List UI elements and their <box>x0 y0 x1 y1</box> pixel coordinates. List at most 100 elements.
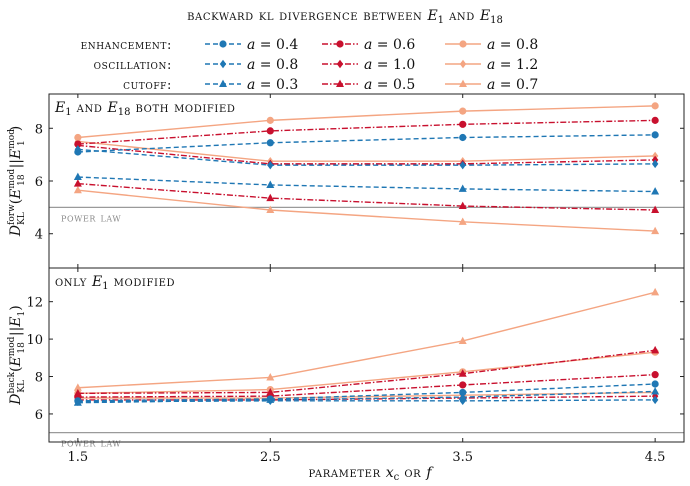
data-point <box>459 388 467 397</box>
panels: power law 4 6 8 E1 and E18 both modified Dfor… <box>7 93 685 465</box>
legend-label: a = 0.8 <box>247 57 298 73</box>
legend-entry: a = 0.8 <box>205 57 298 73</box>
data-point <box>651 131 659 139</box>
data-point <box>266 388 275 396</box>
series-line <box>77 148 656 166</box>
chart-title-prefix: backward kl divergence between <box>187 8 427 24</box>
legend-marker <box>336 59 344 69</box>
legend-row-label: cutoff: <box>123 78 172 93</box>
data-point <box>267 160 274 170</box>
series-line <box>77 119 656 145</box>
y-tick-label: 6 <box>35 408 43 423</box>
data-point <box>458 184 467 192</box>
data-point <box>459 160 466 170</box>
legend-entry: a = 0.5 <box>322 77 415 93</box>
legend-label: a = 1.2 <box>487 57 538 73</box>
data-point <box>266 395 275 403</box>
power-law-label: power law <box>61 436 121 450</box>
panel-1: power law 4 6 8 E1 and E18 both modified Dfor… <box>7 93 685 269</box>
chart-title-e18: E <box>479 8 490 24</box>
y-tick-label: 6 <box>35 175 43 190</box>
data-point <box>459 107 467 115</box>
panel-2: power law 6 8 10 12 only E1 modified DbackKL(E… <box>7 267 685 450</box>
series-line <box>77 140 656 162</box>
legend-entry: a = 0.7 <box>445 77 538 93</box>
data-point <box>459 381 467 389</box>
data-point <box>651 226 660 235</box>
legend-entry: a = 0.3 <box>205 77 298 93</box>
x-ticks: 1.5 2.5 3.5 4.5 <box>68 450 666 465</box>
y-tick-label: 8 <box>35 122 43 137</box>
data-point <box>651 371 659 379</box>
series-line <box>77 144 656 165</box>
legend-entry: a = 0.8 <box>445 37 538 53</box>
legend: enhancement: a = 0.4 a = 0.6 a = 0.8 oscilla… <box>81 37 539 93</box>
legend-label: a = 0.6 <box>364 37 415 53</box>
legend-label: a = 0.4 <box>247 37 298 53</box>
data-point <box>651 387 660 395</box>
data-point <box>458 201 467 210</box>
legend-marker <box>459 40 467 48</box>
data-point <box>651 116 659 124</box>
legend-row-label: enhancement: <box>81 38 172 53</box>
panel-title: only E1 modified <box>55 274 175 292</box>
x-tick-label: 4.5 <box>645 450 666 465</box>
panel-frame <box>48 267 685 443</box>
data-point <box>651 187 660 195</box>
legend-entry: a = 0.6 <box>322 37 415 53</box>
data-point <box>74 145 82 154</box>
legend-marker <box>219 40 227 48</box>
data-point <box>459 120 467 128</box>
data-point <box>458 217 467 225</box>
data-point <box>266 180 275 188</box>
data-point <box>266 373 275 381</box>
data-point <box>651 287 660 296</box>
y-tick-label: 4 <box>35 228 43 243</box>
legend-marker <box>459 59 467 69</box>
data-point <box>651 205 660 213</box>
power-law-label: power law <box>61 210 121 224</box>
data-point <box>73 398 82 406</box>
data-point <box>73 172 82 181</box>
data-point <box>266 127 274 135</box>
data-point <box>73 383 82 391</box>
data-point <box>266 205 275 213</box>
data-point <box>651 380 659 388</box>
legend-entry: a = 1.0 <box>322 57 415 73</box>
y-axis-label: DforwKL(Emod18||Emod1) <box>7 126 27 237</box>
y-tick-label: 12 <box>26 296 43 311</box>
series-line <box>77 390 656 404</box>
legend-label: a = 0.7 <box>487 77 538 93</box>
chart-title: backward kl divergence between E1 and E1… <box>187 8 503 26</box>
data-point <box>459 133 467 142</box>
data-point <box>266 116 274 124</box>
series-line <box>77 189 656 232</box>
series-line <box>77 182 656 211</box>
data-point <box>266 193 275 202</box>
legend-label: a = 0.3 <box>247 77 298 93</box>
legend-label: a = 0.8 <box>487 37 538 53</box>
series-line <box>77 399 656 403</box>
data-point <box>458 336 467 344</box>
y-axis-label: DbackKL(Emod18||E1) <box>7 305 27 406</box>
series-line <box>77 383 656 402</box>
legend-marker <box>219 79 227 87</box>
legend-marker <box>336 79 344 87</box>
data-point <box>651 395 659 405</box>
y-tick-label: 8 <box>35 371 43 386</box>
series-line <box>77 176 656 193</box>
series-line <box>77 349 656 395</box>
legend-entry: a = 0.4 <box>205 37 298 53</box>
series-line <box>77 351 656 395</box>
series-line <box>77 105 656 139</box>
x-tick-label: 3.5 <box>452 450 473 465</box>
data-point <box>73 179 82 187</box>
data-point <box>458 392 467 401</box>
data-point <box>458 369 467 377</box>
data-point <box>651 345 660 354</box>
legend-row-label: oscillation: <box>94 58 172 73</box>
panel-title: E1 and E18 both modified <box>54 100 236 118</box>
chart-title-e1: E <box>426 8 437 24</box>
panel-frame <box>48 93 685 269</box>
